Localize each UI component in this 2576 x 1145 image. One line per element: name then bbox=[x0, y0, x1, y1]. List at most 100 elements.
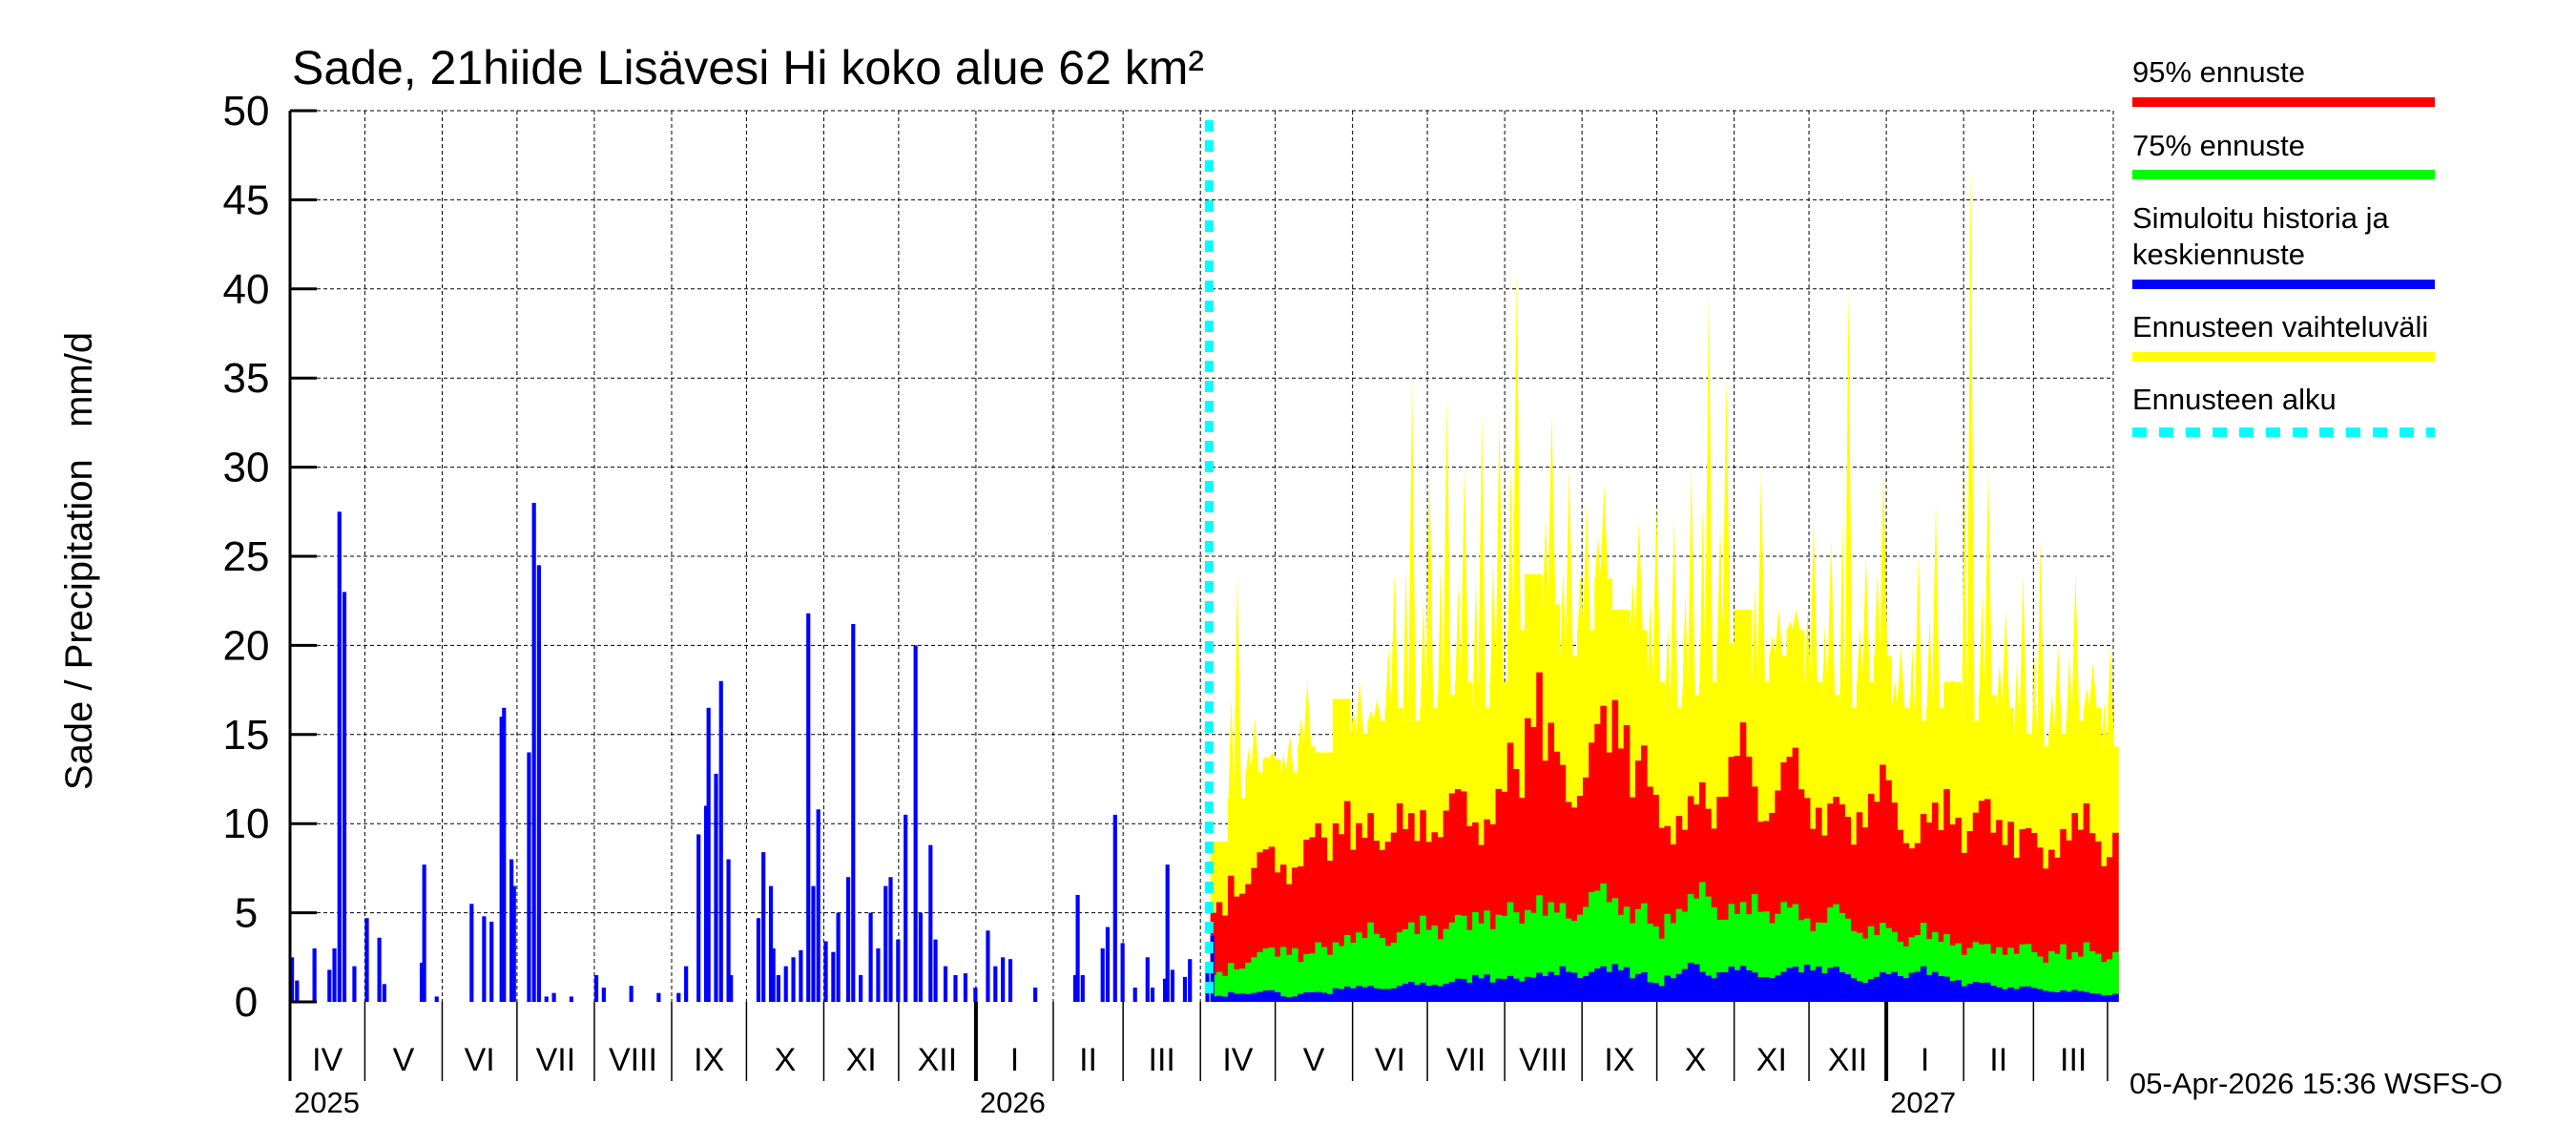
range-peak bbox=[1821, 624, 1828, 696]
p75-bar bbox=[1408, 922, 1415, 1002]
median-bar bbox=[1315, 991, 1322, 1002]
median-bar bbox=[1827, 968, 1834, 1002]
median-bar bbox=[2077, 990, 2085, 1002]
median-bar bbox=[1914, 971, 1922, 1002]
history-bar bbox=[986, 930, 990, 1002]
p75-bar bbox=[2060, 944, 2067, 1002]
p95-bar bbox=[2048, 849, 2055, 1002]
range-peak bbox=[1600, 485, 1609, 579]
p95-bar bbox=[1553, 751, 1561, 1002]
range-peak bbox=[1647, 601, 1653, 682]
p75-bar bbox=[1739, 902, 1747, 1002]
p95-bar bbox=[2013, 858, 2021, 1002]
p95-bar bbox=[1722, 796, 1730, 1002]
p75-bar bbox=[1489, 928, 1497, 1002]
p95-bar bbox=[2042, 868, 2049, 1002]
p75-bar bbox=[1984, 944, 1991, 1002]
p95-bar bbox=[1506, 742, 1514, 1002]
median-bar bbox=[1955, 980, 1963, 1002]
p95-bar bbox=[2107, 857, 2113, 1002]
range-peak bbox=[2036, 538, 2045, 747]
month-label: VIII bbox=[609, 1042, 657, 1078]
p95-bar bbox=[1658, 827, 1665, 1002]
p95-bar bbox=[1466, 825, 1473, 1002]
history-bar bbox=[918, 912, 923, 1002]
legend-label: Ennusteen alku bbox=[2132, 383, 2337, 416]
range-peak bbox=[2054, 645, 2063, 734]
median-bar bbox=[1431, 985, 1439, 1002]
p75-bar bbox=[1466, 929, 1473, 1002]
p75-bar bbox=[1298, 962, 1304, 1002]
range-peak bbox=[1420, 599, 1426, 708]
p95-bar bbox=[1925, 822, 1933, 1002]
p75-bar bbox=[2088, 950, 2096, 1002]
p95-bar bbox=[1623, 724, 1631, 1002]
p95-bar bbox=[1594, 723, 1601, 1002]
history-bar bbox=[761, 852, 766, 1002]
p75-bar bbox=[1809, 930, 1817, 1002]
history-bar bbox=[993, 966, 998, 1002]
p95-bar bbox=[2094, 841, 2102, 1002]
history-bar bbox=[676, 992, 681, 1002]
median-bar bbox=[1629, 978, 1636, 1002]
p95-bar bbox=[1257, 852, 1264, 1002]
p75-bar bbox=[1844, 918, 1852, 1002]
p75-bar bbox=[1315, 942, 1322, 1002]
p95-bar bbox=[1390, 832, 1398, 1002]
p75-bar bbox=[1501, 915, 1508, 1002]
month-label: X bbox=[1685, 1042, 1707, 1078]
median-bar bbox=[1757, 977, 1764, 1002]
p95-bar bbox=[1984, 799, 1991, 1002]
p95-bar bbox=[1932, 802, 1939, 1002]
median-bar bbox=[1548, 971, 1555, 1002]
range-peak bbox=[1298, 717, 1304, 747]
history-bar bbox=[851, 623, 856, 1002]
p95-bar bbox=[1234, 896, 1240, 1002]
history-bar bbox=[489, 921, 494, 1002]
range-peak bbox=[1682, 592, 1689, 696]
median-bar bbox=[1245, 993, 1252, 1002]
median-bar bbox=[1583, 975, 1589, 1002]
p95-bar bbox=[1525, 718, 1531, 1002]
median-bar bbox=[1460, 978, 1467, 1002]
range-peak bbox=[2106, 645, 2114, 747]
legend-label: keskiennuste bbox=[2132, 238, 2305, 271]
range-peak bbox=[1909, 646, 1916, 721]
p75-bar bbox=[1583, 906, 1589, 1002]
range-peak bbox=[1705, 288, 1714, 682]
range-peak bbox=[1402, 566, 1409, 721]
range-peak bbox=[1560, 571, 1567, 656]
p95-bar bbox=[1320, 837, 1328, 1002]
month-label: VIII bbox=[1519, 1042, 1568, 1078]
range-peak bbox=[1543, 518, 1549, 605]
p75-bar bbox=[1594, 890, 1601, 1002]
history-bar bbox=[1033, 988, 1038, 1002]
p75-bar bbox=[1525, 909, 1531, 1002]
p95-bar bbox=[1844, 817, 1852, 1002]
p95-bar bbox=[1809, 828, 1817, 1002]
p95-bar bbox=[2036, 847, 2044, 1002]
year-label: 2027 bbox=[1890, 1086, 1956, 1119]
p75-bar bbox=[1996, 947, 2003, 1002]
p75-bar bbox=[1786, 907, 1794, 1002]
p95-bar bbox=[1961, 852, 1968, 1002]
p95-bar bbox=[1797, 789, 1805, 1002]
p95-bar bbox=[1559, 764, 1567, 1002]
range-peak bbox=[1949, 680, 1958, 682]
p95-bar bbox=[1215, 902, 1223, 1002]
median-bar bbox=[2088, 993, 2096, 1002]
range-peak bbox=[1844, 288, 1853, 708]
range-peak bbox=[1512, 271, 1521, 631]
p95-bar bbox=[2025, 828, 2032, 1002]
median-bar bbox=[1705, 975, 1712, 1002]
p95-bar bbox=[1303, 839, 1310, 1002]
p95-bar bbox=[1484, 819, 1490, 1002]
median-bar bbox=[1867, 979, 1875, 1002]
median-bar bbox=[1722, 972, 1730, 1002]
median-bar bbox=[1239, 993, 1246, 1002]
median-bar bbox=[1647, 982, 1653, 1002]
range-peak bbox=[1926, 615, 1933, 708]
p95-bar bbox=[1734, 756, 1741, 1002]
median-bar bbox=[1961, 986, 1968, 1002]
median-bar bbox=[1542, 975, 1548, 1002]
